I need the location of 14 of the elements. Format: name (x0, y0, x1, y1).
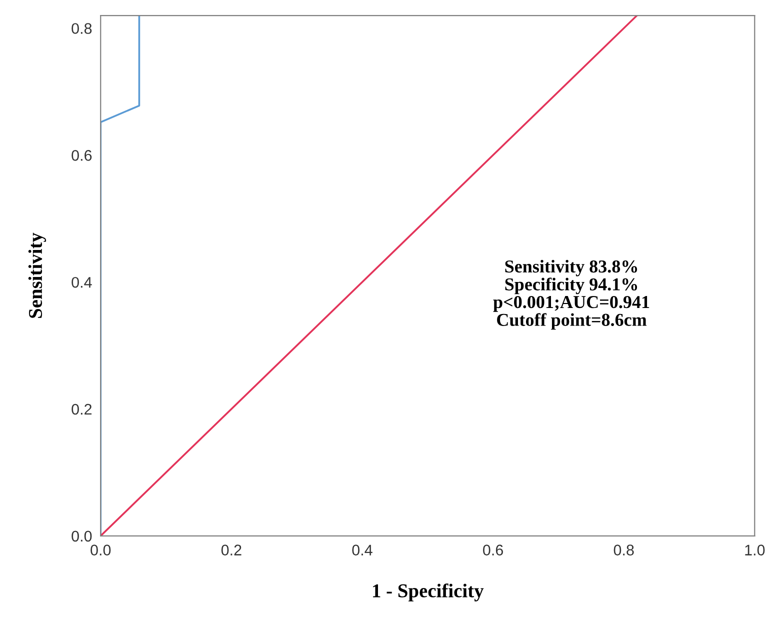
x-tick-label: 0.6 (483, 544, 503, 556)
y-axis-title: Sensitivity (28, 232, 46, 318)
y-tick-label: 0.8 (72, 23, 92, 34)
y-tick-label: 0.0 (72, 530, 92, 542)
x-tick-label: 0.4 (352, 544, 372, 556)
x-tick-label: 0.2 (221, 544, 242, 556)
y-tick-label: 0.4 (72, 276, 92, 288)
x-axis-title: 1 - Specificity (373, 584, 484, 602)
x-tick-label: 0.0 (90, 544, 111, 556)
y-tick-label: 0.6 (72, 150, 92, 161)
x-tick-label: 1.0 (745, 544, 765, 556)
x-tick-label: 0.8 (614, 544, 634, 556)
y-tick-label: 0.2 (72, 404, 92, 415)
annotation: Sensitivity 83.8% Specificity 94.1% p<0.001;AUC=0.941 Cutoff point=8.6cm (493, 260, 650, 330)
